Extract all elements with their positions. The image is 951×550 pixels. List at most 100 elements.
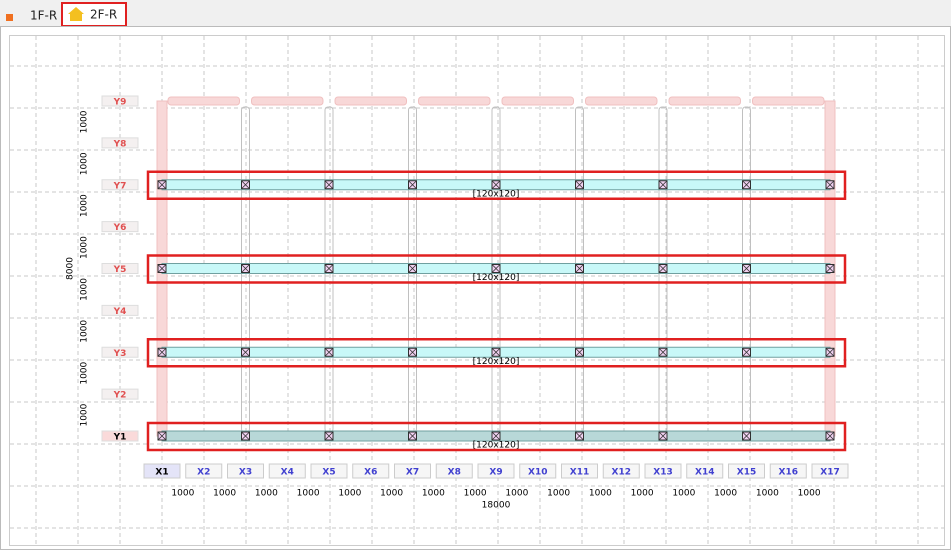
column-cross [742, 431, 751, 441]
x-label: X10 [528, 468, 547, 478]
x-label: X6 [364, 468, 377, 478]
column-cross [742, 347, 751, 357]
x-label: X16 [779, 468, 798, 478]
x-span: 1000 [714, 489, 737, 499]
x-label: X15 [737, 468, 756, 478]
column-cross [658, 180, 668, 190]
tab[interactable]: 2F-R [90, 8, 117, 22]
x-span: 1000 [255, 489, 278, 499]
y-label-box [101, 95, 139, 107]
y-span: 1000 [80, 403, 90, 426]
y-label-box [101, 388, 139, 400]
y-label: Y3 [113, 349, 127, 359]
beam-label: [120x120] [473, 441, 520, 451]
x-span: 1000 [171, 489, 194, 499]
tab[interactable]: 1F-R [30, 9, 57, 23]
column-cross [408, 431, 417, 441]
x-label: X12 [612, 468, 631, 478]
y-label-box [101, 263, 139, 274]
x-label-box [185, 463, 223, 479]
beam-label: [120x120] [473, 357, 520, 367]
y-span: 1000 [80, 152, 90, 175]
y-label-box [101, 179, 139, 191]
x-span: 1000 [631, 489, 654, 499]
column-cross [157, 431, 167, 441]
y-label-box [101, 430, 139, 442]
y-label-box [101, 304, 139, 316]
column-cross [491, 431, 501, 441]
y-label: Y2 [113, 391, 127, 401]
x-span: 1000 [297, 489, 320, 499]
x-label-box [435, 463, 473, 479]
column-cross [575, 347, 584, 357]
wall [585, 96, 658, 106]
wall [334, 96, 407, 106]
wall [668, 96, 741, 106]
x-span: 1000 [505, 489, 528, 499]
column-cross [157, 180, 167, 190]
x-label-box [394, 463, 431, 479]
x-span: 1000 [547, 489, 570, 499]
y-label: Y4 [113, 307, 127, 317]
x-label-box [352, 463, 390, 479]
x-span: 1000 [798, 489, 821, 499]
x-span: 1000 [338, 489, 361, 499]
wall [418, 96, 491, 106]
column-cross [408, 347, 417, 357]
beam-highlight [146, 421, 847, 452]
x-span: 1000 [213, 489, 236, 499]
x-span: 1000 [464, 489, 487, 499]
beam-highlight [146, 254, 847, 284]
y-span: 1000 [80, 236, 90, 259]
x-label-box [519, 463, 557, 479]
column-cross [157, 264, 167, 273]
y-label: Y6 [113, 223, 127, 233]
x-label: X17 [820, 468, 839, 478]
column-cross [408, 264, 417, 273]
column-cross [575, 180, 584, 190]
column-cross [324, 431, 334, 441]
y-label: Y5 [113, 265, 127, 275]
column-cross [241, 431, 250, 441]
x-label: X11 [570, 468, 589, 478]
column-cross [825, 431, 835, 441]
wall [501, 96, 574, 106]
tab-bar [0, 0, 951, 26]
column-cross [491, 264, 501, 273]
column-cross [491, 347, 501, 357]
column-cross [241, 347, 250, 357]
x-label-box [811, 463, 849, 479]
column-cross [825, 347, 835, 357]
x-label: X13 [653, 468, 672, 478]
beam-label: [120x120] [473, 189, 520, 199]
column-cross [742, 264, 751, 273]
x-label: X9 [489, 468, 502, 478]
column-cross [575, 264, 584, 273]
x-label-box [268, 463, 306, 479]
x-span: 1000 [672, 489, 695, 499]
x-span: 1000 [589, 489, 612, 499]
y-span: 1000 [80, 110, 90, 133]
x-label: X5 [322, 468, 335, 478]
x-label-box [644, 463, 682, 479]
column-cross [825, 180, 835, 190]
x-label: X4 [281, 468, 294, 478]
x-label: X14 [695, 468, 714, 478]
y-span: 1000 [80, 361, 90, 384]
x-span: 1000 [422, 489, 445, 499]
y-label-box [101, 137, 139, 149]
x-label-box [769, 463, 807, 479]
y-label: Y9 [113, 98, 127, 108]
x-label-box [686, 463, 724, 479]
x-label: X1 [155, 468, 168, 478]
beam-highlight [146, 170, 847, 200]
column-cross [575, 431, 584, 441]
wall [251, 96, 324, 106]
column-cross [157, 347, 167, 357]
y-total: 8000 [66, 257, 76, 280]
column-cross [825, 264, 835, 273]
x-total: 18000 [482, 501, 511, 511]
x-span: 1000 [756, 489, 779, 499]
column-cross [241, 264, 250, 273]
